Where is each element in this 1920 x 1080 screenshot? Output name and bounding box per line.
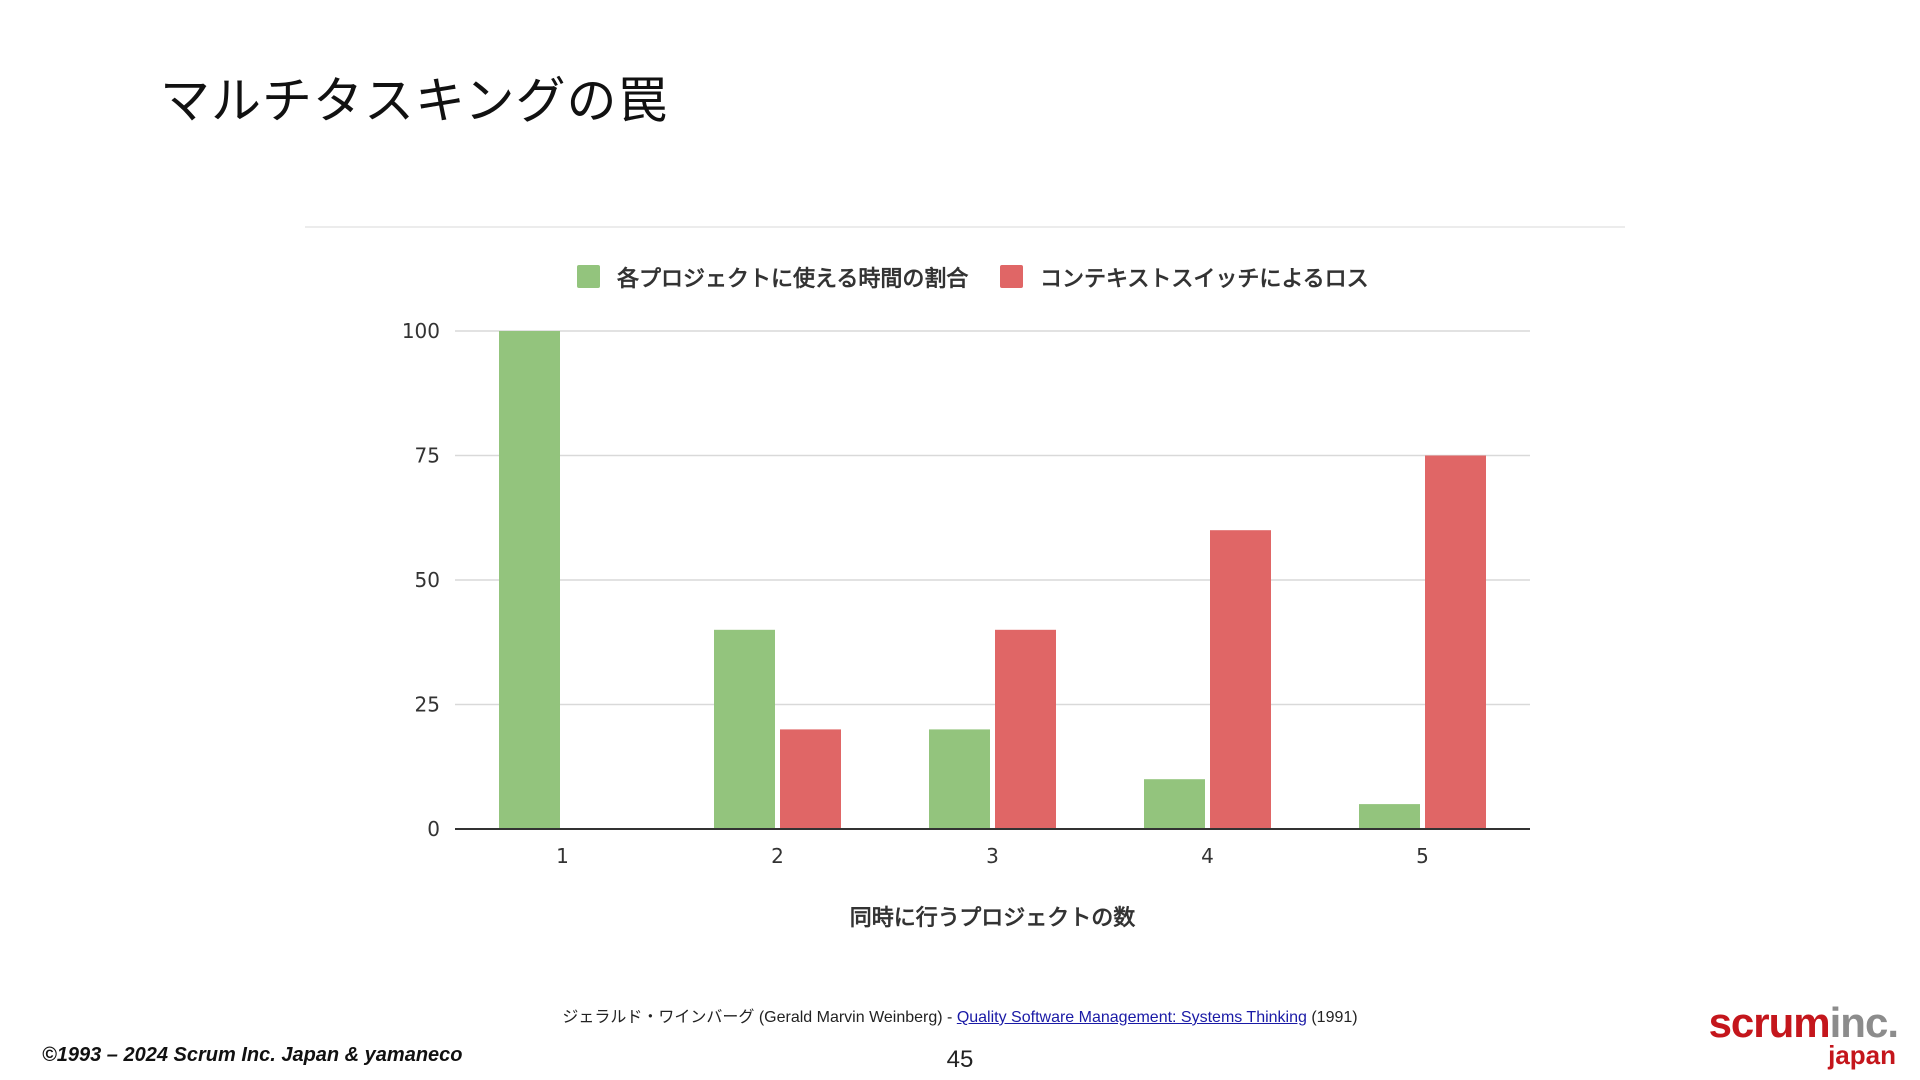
logo-inc-text: inc. xyxy=(1829,999,1899,1046)
x-tick-label: 2 xyxy=(771,844,784,868)
bar-series-2-cat-5 xyxy=(1425,455,1486,829)
bar-series-1-cat-2 xyxy=(714,629,775,829)
x-axis-title: 同時に行うプロジェクトの数 xyxy=(850,905,1137,931)
y-tick-label: 75 xyxy=(415,444,440,468)
x-tick-label: 5 xyxy=(1416,844,1429,868)
legend-label-1: 各プロジェクトに使える時間の割合 xyxy=(616,266,969,292)
citation-prefix: ジェラルド・ワインバーグ (Gerald Marvin Weinberg) - xyxy=(562,1009,957,1026)
bar-series-1-cat-4 xyxy=(1144,779,1205,829)
page-number: 45 xyxy=(946,1046,974,1073)
y-tick-label: 0 xyxy=(427,817,440,841)
y-tick-label: 100 xyxy=(402,319,440,343)
citation-link[interactable]: Quality Software Management: Systems Thi… xyxy=(956,1009,1307,1026)
bar-series-2-cat-4 xyxy=(1210,530,1271,829)
y-tick-label: 25 xyxy=(415,693,440,717)
bar-series-1-cat-5 xyxy=(1359,804,1420,829)
bar-series-2-cat-2 xyxy=(780,729,841,829)
x-tick-label: 4 xyxy=(1201,844,1214,868)
scrum-inc-japan-logo: scruminc. japan xyxy=(1708,999,1899,1070)
bar-series-1-cat-3 xyxy=(929,729,990,829)
x-tick-label: 3 xyxy=(986,844,999,868)
citation: ジェラルド・ワインバーグ (Gerald Marvin Weinberg) - … xyxy=(0,1003,1920,1027)
logo-scrum-text: scrum xyxy=(1708,999,1831,1046)
y-tick-label: 50 xyxy=(415,568,440,592)
citation-suffix: (1991) xyxy=(1306,1009,1358,1026)
legend-label-2: コンテキストスイッチによるロス xyxy=(1040,267,1369,292)
page-title: マルチタスキングの罠 xyxy=(160,72,669,130)
bar-series-2-cat-3 xyxy=(995,629,1056,829)
x-tick-label: 1 xyxy=(556,844,569,868)
legend-swatch-2 xyxy=(1000,265,1023,288)
copyright: ©1993 – 2024 Scrum Inc. Japan & yamaneco xyxy=(42,1044,463,1066)
logo-japan-text: japan xyxy=(1828,1040,1896,1070)
bar-series-1-cat-1 xyxy=(499,331,560,829)
legend-swatch-1 xyxy=(577,265,600,288)
logo-wordmark: scruminc. xyxy=(1708,999,1899,1046)
